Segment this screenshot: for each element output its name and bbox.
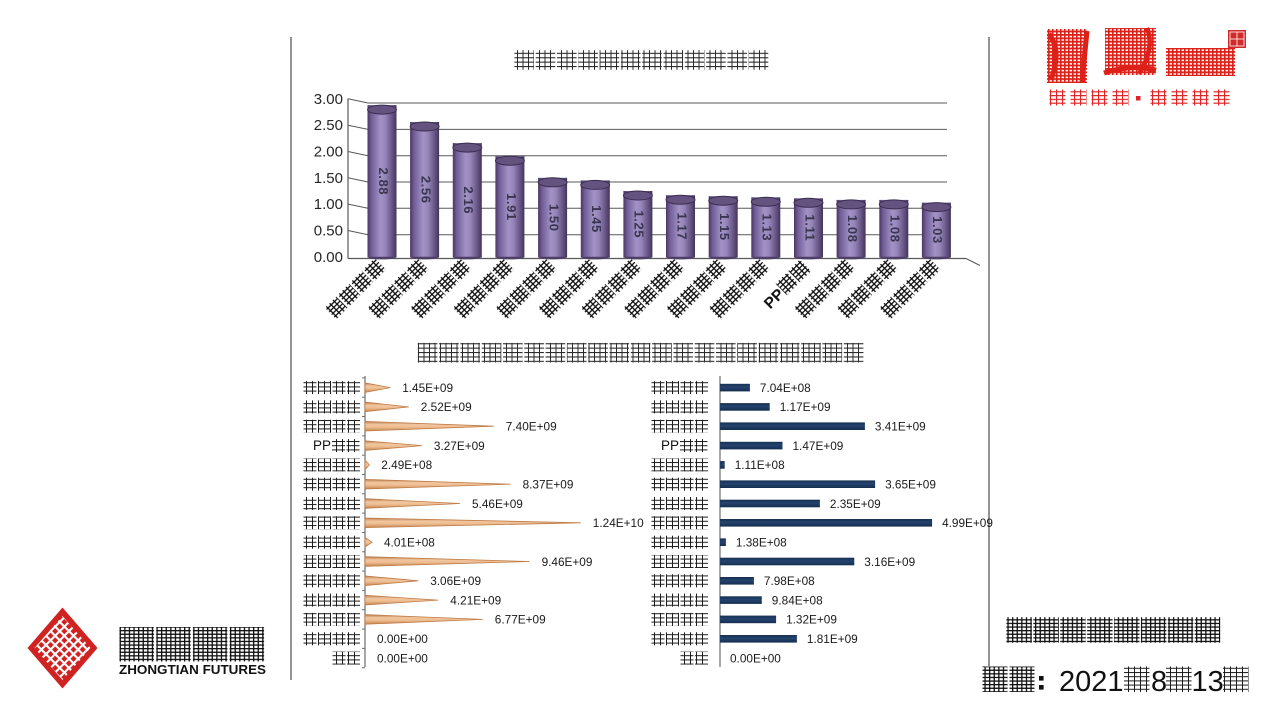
svg-text:0.00: 0.00 <box>314 249 343 266</box>
svg-text:2.52E+09: 2.52E+09 <box>421 400 472 414</box>
svg-text:1.11E+08: 1.11E+08 <box>735 458 785 472</box>
svg-text:ZHONGTIAN FUTURES: ZHONGTIAN FUTURES <box>119 662 266 677</box>
svg-text:9.84E+08: 9.84E+08 <box>772 593 823 607</box>
svg-text:0.50: 0.50 <box>314 223 343 240</box>
svg-text:1.45E+09: 1.45E+09 <box>402 381 453 395</box>
svg-text:1.91: 1.91 <box>504 193 519 221</box>
svg-text:3.65E+09: 3.65E+09 <box>885 478 936 492</box>
svg-text:1.08: 1.08 <box>845 215 860 243</box>
svg-text:3.06E+09: 3.06E+09 <box>430 574 481 588</box>
svg-text:1.15: 1.15 <box>717 213 732 241</box>
svg-text:2.88: 2.88 <box>376 167 391 195</box>
svg-text:PP: PP <box>313 438 331 453</box>
svg-text:1.32E+09: 1.32E+09 <box>786 613 837 627</box>
svg-text:1.13: 1.13 <box>760 214 775 242</box>
svg-text:1.47E+09: 1.47E+09 <box>793 439 844 453</box>
svg-text:1.17E+09: 1.17E+09 <box>780 400 831 414</box>
svg-text:2.00: 2.00 <box>314 144 343 161</box>
svg-text:2.50: 2.50 <box>314 117 343 134</box>
svg-text:2021: 2021 <box>1059 666 1124 698</box>
svg-text:4.99E+09: 4.99E+09 <box>942 516 993 530</box>
svg-text:1.45: 1.45 <box>589 205 604 233</box>
svg-text:5.46E+09: 5.46E+09 <box>472 497 523 511</box>
svg-text:6.77E+09: 6.77E+09 <box>495 613 546 627</box>
svg-text:1.50: 1.50 <box>546 204 561 232</box>
svg-text:2.56: 2.56 <box>418 176 433 204</box>
svg-text:1.11: 1.11 <box>802 214 817 241</box>
svg-text:0.00E+00: 0.00E+00 <box>377 651 428 665</box>
svg-text:2.16: 2.16 <box>461 186 476 214</box>
svg-text:4.21E+09: 4.21E+09 <box>450 593 501 607</box>
svg-text:7.98E+08: 7.98E+08 <box>764 574 815 588</box>
svg-text:1.24E+10: 1.24E+10 <box>593 516 644 530</box>
svg-text:9.46E+09: 9.46E+09 <box>542 555 593 569</box>
svg-text:13: 13 <box>1192 666 1224 698</box>
svg-text:1.03: 1.03 <box>930 216 945 244</box>
svg-text:7.04E+08: 7.04E+08 <box>760 381 811 395</box>
svg-text:1.17: 1.17 <box>674 212 689 240</box>
svg-text:1.25: 1.25 <box>632 210 647 238</box>
svg-text:4.01E+08: 4.01E+08 <box>384 536 435 550</box>
svg-text:3.27E+09: 3.27E+09 <box>434 439 485 453</box>
svg-text:3.00: 3.00 <box>314 91 343 108</box>
svg-text:7.40E+09: 7.40E+09 <box>506 420 557 434</box>
svg-text:1.50: 1.50 <box>314 170 343 187</box>
svg-text:PP: PP <box>661 438 679 453</box>
svg-text:1.81E+09: 1.81E+09 <box>807 632 858 646</box>
svg-text:1.00: 1.00 <box>314 196 343 213</box>
svg-text:3.41E+09: 3.41E+09 <box>875 420 926 434</box>
svg-text:0.00E+00: 0.00E+00 <box>730 651 781 665</box>
svg-text:2.35E+09: 2.35E+09 <box>830 497 881 511</box>
svg-text:1.08: 1.08 <box>888 215 903 243</box>
svg-text:8.37E+09: 8.37E+09 <box>523 478 574 492</box>
svg-text:2.49E+08: 2.49E+08 <box>381 458 432 472</box>
svg-text:3.16E+09: 3.16E+09 <box>864 555 915 569</box>
svg-text:0.00E+00: 0.00E+00 <box>377 632 428 646</box>
svg-text:1.38E+08: 1.38E+08 <box>736 536 787 550</box>
svg-text:8: 8 <box>1151 666 1167 698</box>
